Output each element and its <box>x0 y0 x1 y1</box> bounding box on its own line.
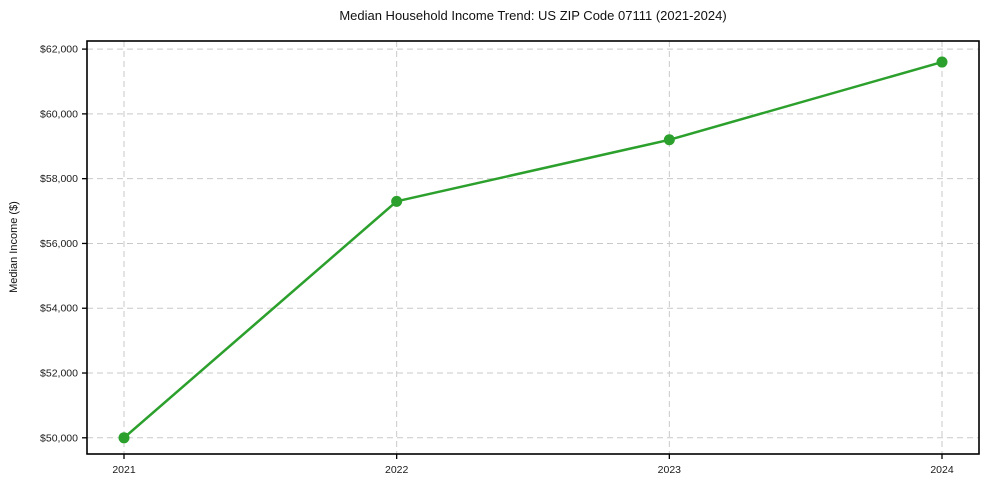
y-tick-label: $54,000 <box>40 303 78 315</box>
y-tick-label: $56,000 <box>40 238 78 250</box>
plot-border <box>86 40 980 455</box>
x-tick-label: 2023 <box>658 464 682 476</box>
chart-title: Median Household Income Trend: US ZIP Co… <box>339 8 727 23</box>
x-tick-label: 2021 <box>112 464 136 476</box>
y-axis-label: Median Income ($) <box>8 201 20 293</box>
data-point-marker <box>118 432 130 444</box>
data-point-marker <box>936 56 948 68</box>
y-tick-label: $58,000 <box>40 173 78 185</box>
y-tick-label: $52,000 <box>40 368 78 380</box>
x-tick-label: 2022 <box>385 464 409 476</box>
data-point-marker <box>663 134 675 146</box>
trend-line <box>122 60 944 440</box>
data-point-marker <box>391 195 403 207</box>
y-tick-label: $50,000 <box>40 432 78 444</box>
y-tick-label: $62,000 <box>40 44 78 56</box>
x-tick-label: 2024 <box>930 464 954 476</box>
y-tick-label: $60,000 <box>40 108 78 120</box>
